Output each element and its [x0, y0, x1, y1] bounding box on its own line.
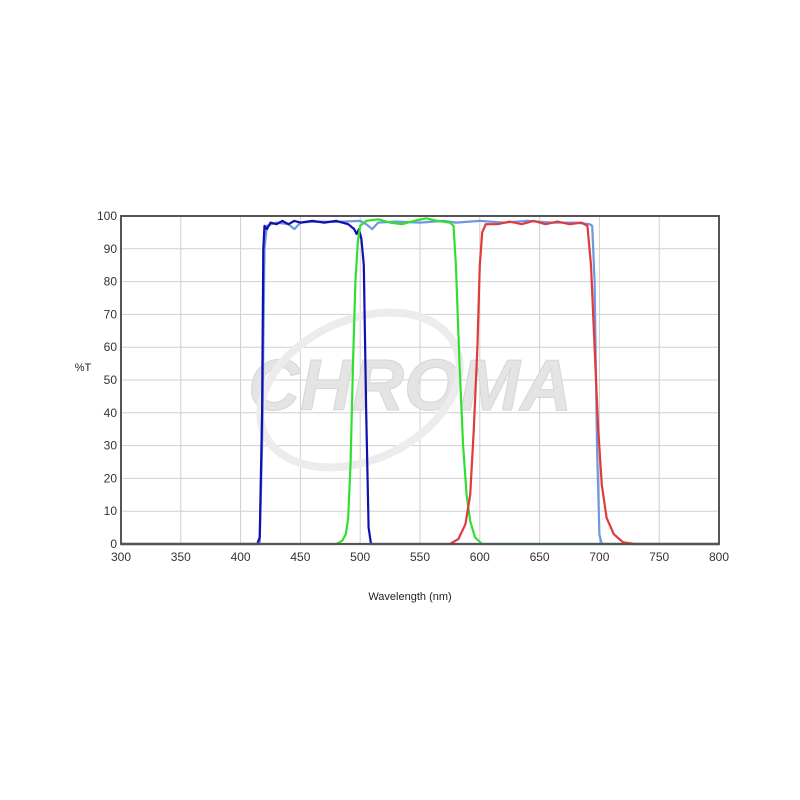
x-tick-label: 750	[649, 550, 669, 564]
y-tick-label: 30	[104, 439, 118, 453]
x-tick-label: 400	[231, 550, 251, 564]
y-tick-label: 70	[104, 307, 118, 321]
series-line-0	[121, 219, 719, 546]
y-tick-label: 0	[110, 537, 117, 551]
watermark-logo: CHROMA	[248, 346, 572, 426]
x-tick-label: 800	[709, 550, 729, 564]
series-line-3	[121, 219, 719, 546]
y-tick-label: 100	[97, 209, 117, 223]
y-tick-label: 20	[104, 471, 118, 485]
watermark-swoosh	[256, 308, 464, 472]
x-axis-label: Wavelength (nm)	[368, 591, 451, 603]
x-tick-label: 300	[111, 550, 131, 564]
y-tick-label: 90	[104, 242, 118, 256]
x-tick-label: 350	[171, 550, 191, 564]
y-tick-label: 60	[104, 340, 118, 354]
y-axis-label: %T	[75, 362, 92, 374]
series-line-1	[121, 219, 719, 546]
x-tick-label: 500	[350, 550, 370, 564]
y-tick-label: 80	[104, 275, 118, 289]
x-tick-label: 450	[290, 550, 310, 564]
y-tick-label: 40	[104, 406, 118, 420]
plot-frame	[120, 215, 720, 545]
series-line-2	[121, 217, 719, 546]
x-tick-label: 600	[470, 550, 490, 564]
series-group	[121, 217, 719, 546]
y-tick-label: 10	[104, 504, 118, 518]
x-tick-label: 700	[589, 550, 609, 564]
tick-labels: 300 350 400 450 500 550 600 650 700 750 800 0 10 20 30…	[97, 209, 729, 564]
x-tick-label: 550	[410, 550, 430, 564]
x-tick-label: 650	[530, 550, 550, 564]
y-tick-label: 50	[104, 373, 118, 387]
